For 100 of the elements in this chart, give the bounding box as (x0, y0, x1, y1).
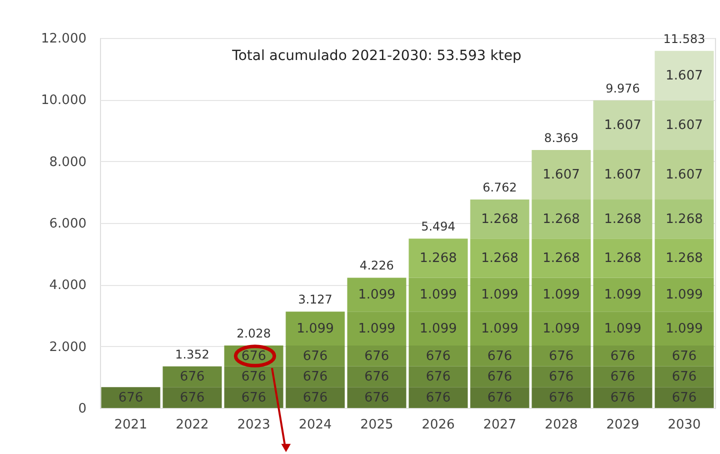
data-label: 1.268 (481, 251, 518, 266)
bar (408, 387, 468, 408)
bar (593, 200, 652, 239)
data-label: 676 (672, 390, 697, 406)
data-label: 676 (364, 390, 390, 406)
data-label: 676 (548, 370, 574, 385)
total-label: 11.583 (663, 32, 706, 46)
data-label: 1.268 (604, 251, 642, 266)
data-label: 676 (672, 348, 697, 364)
bar (408, 238, 468, 278)
bar (532, 200, 591, 239)
data-label: 676 (180, 370, 205, 385)
bar (593, 387, 652, 408)
data-label: 1.607 (666, 118, 703, 134)
bar (532, 387, 591, 408)
data-label: 1.268 (542, 251, 580, 266)
total-label: 2.028 (236, 326, 271, 340)
data-label: 1.268 (420, 251, 457, 266)
bar (654, 238, 714, 278)
data-label: 676 (426, 390, 451, 406)
data-label: 1.099 (358, 322, 396, 337)
bar (532, 150, 591, 200)
data-label: 1.099 (296, 322, 334, 337)
x-tick-label: 2029 (606, 418, 640, 432)
x-tick-label: 2025 (360, 418, 394, 432)
data-label: 1.099 (420, 288, 457, 303)
data-label: 676 (118, 390, 144, 406)
bar (654, 100, 714, 150)
x-tick-label: 2021 (114, 418, 148, 432)
data-label: 1.099 (481, 288, 518, 303)
data-label: 1.099 (666, 288, 703, 303)
bar (593, 150, 652, 200)
data-label: 1.268 (666, 251, 703, 266)
bar (654, 50, 714, 100)
x-tick-label: 2027 (483, 418, 516, 432)
x-tick-label: 2024 (298, 418, 332, 432)
data-label: 1.099 (542, 322, 580, 337)
data-label: 676 (426, 370, 451, 385)
data-label: 676 (610, 390, 636, 406)
total-label: 3.127 (298, 292, 332, 307)
y-tick-label: 10.000 (41, 93, 86, 108)
bar (286, 366, 345, 388)
data-label: 676 (548, 390, 574, 406)
y-tick-label: 8.000 (49, 154, 86, 170)
bar (101, 387, 160, 408)
data-label: 1.099 (420, 322, 457, 337)
bar (654, 345, 714, 366)
bar (470, 387, 530, 408)
data-label: 676 (241, 390, 266, 406)
x-tick-label: 2030 (668, 418, 701, 432)
data-label: 676 (302, 390, 328, 406)
data-label: 1.099 (604, 322, 642, 337)
data-label: 1.099 (666, 322, 703, 337)
data-label: 1.099 (358, 288, 396, 303)
bar (408, 366, 468, 388)
bar (286, 387, 345, 408)
data-label: 1.268 (542, 212, 580, 228)
bar (654, 366, 714, 388)
bar (286, 312, 345, 346)
x-tick-label: 2022 (176, 418, 209, 432)
data-label: 676 (487, 348, 512, 364)
bar (162, 387, 222, 408)
bar (532, 366, 591, 388)
bar (470, 366, 530, 388)
y-tick-label: 4.000 (49, 278, 86, 294)
data-label: 676 (302, 370, 328, 385)
data-label: 1.607 (604, 168, 642, 183)
data-label: 676 (426, 348, 451, 364)
data-label: 1.607 (604, 118, 642, 134)
bar (347, 366, 406, 388)
total-label: 6.762 (482, 180, 517, 195)
data-label: 676 (487, 370, 512, 385)
y-tick-label: 12.000 (41, 32, 86, 46)
data-label: 676 (180, 390, 205, 406)
bar (654, 387, 714, 408)
annotation: Total acumulado 2021-2030: 53.593 ktep (231, 48, 522, 64)
data-label: 1.268 (481, 212, 518, 228)
data-label: 676 (548, 348, 574, 364)
data-label: 1.099 (604, 288, 642, 303)
bar (162, 366, 222, 388)
y-tick-label: 0 (78, 402, 86, 416)
bar (593, 345, 652, 366)
data-label: 1.268 (604, 212, 642, 228)
x-tick-label: 2028 (544, 418, 578, 432)
total-label: 5.494 (421, 220, 456, 234)
data-label: 1.607 (666, 68, 703, 84)
data-label: 1.099 (542, 288, 580, 303)
bar (532, 238, 591, 278)
bar (593, 100, 652, 150)
bar (532, 345, 591, 366)
x-tick-label: 2023 (237, 418, 270, 432)
data-label: 1.607 (666, 168, 703, 183)
total-label: 8.369 (544, 130, 578, 145)
data-label: 676 (610, 370, 636, 385)
bar (654, 150, 714, 200)
bar (593, 366, 652, 388)
data-label: 676 (241, 370, 266, 385)
bar (286, 345, 345, 366)
x-tick-label: 2026 (422, 418, 455, 432)
data-label: 676 (241, 348, 266, 364)
